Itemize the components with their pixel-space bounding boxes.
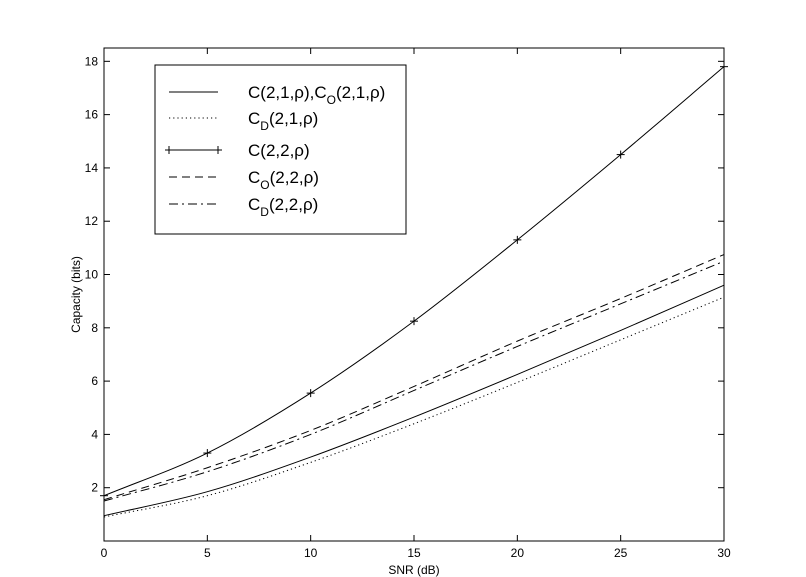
x-tick-label: 20 xyxy=(511,546,525,560)
legend-label-1: CD(2,1,ρ) xyxy=(248,109,318,133)
y-tick-label: 14 xyxy=(85,161,99,175)
legend-label-2: C(2,2,ρ) xyxy=(248,141,310,160)
x-tick-label: 10 xyxy=(304,546,318,560)
y-tick-label: 16 xyxy=(85,108,99,122)
series-line-3 xyxy=(103,254,725,501)
x-tick-label: 0 xyxy=(101,546,108,560)
series-line-0 xyxy=(103,284,725,517)
y-tick-label: 2 xyxy=(91,481,98,495)
legend: C(2,1,ρ),CO(2,1,ρ)CD(2,1,ρ) C(2,2,ρ) CO(2,… xyxy=(154,64,407,235)
data-point-marker xyxy=(203,449,212,458)
data-point-marker xyxy=(513,235,522,244)
x-axis-label: SNR (dB) xyxy=(388,563,439,577)
y-tick-label: 4 xyxy=(91,427,98,441)
y-axis-ticks: 2 4 6 8 10 12 14 16 18 xyxy=(85,54,724,495)
x-tick-label: 30 xyxy=(717,546,731,560)
legend-label-0: C(2,1,ρ),CO(2,1,ρ) xyxy=(248,83,385,107)
data-point-marker xyxy=(410,317,418,326)
y-tick-label: 18 xyxy=(85,54,99,68)
legend-label-3: CO(2,2,ρ) xyxy=(248,168,319,192)
y-tick-label: 6 xyxy=(91,374,98,388)
x-tick-label: 15 xyxy=(407,546,421,560)
data-point-marker xyxy=(720,62,728,71)
x-tick-label: 5 xyxy=(204,546,211,560)
y-tick-label: 10 xyxy=(85,268,99,282)
data-point-marker xyxy=(306,389,315,398)
x-axis-ticks: 0 5 10 15 20 25 30 xyxy=(101,48,731,560)
y-tick-label: 12 xyxy=(85,214,99,228)
y-axis-label: Capacity (bits) xyxy=(69,256,83,333)
legend-label-4: CD(2,2,ρ) xyxy=(248,195,318,219)
series-line-4 xyxy=(103,260,725,502)
data-point-marker xyxy=(100,491,108,500)
x-tick-label: 25 xyxy=(614,546,628,560)
data-point-marker xyxy=(616,150,625,159)
series-markers xyxy=(100,62,728,500)
series-line-1 xyxy=(103,296,725,518)
y-tick-label: 8 xyxy=(91,321,98,335)
